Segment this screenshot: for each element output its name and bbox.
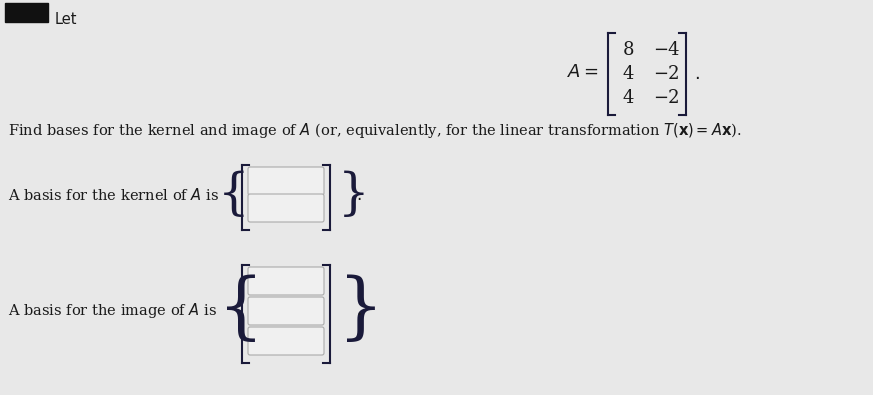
Text: }: } [338, 275, 384, 345]
Text: .: . [356, 301, 361, 319]
Text: 8: 8 [622, 41, 634, 59]
Text: }: } [338, 170, 370, 220]
FancyBboxPatch shape [248, 327, 324, 355]
Text: 4: 4 [622, 89, 634, 107]
FancyBboxPatch shape [248, 297, 324, 325]
Text: A basis for the kernel of $A$ is: A basis for the kernel of $A$ is [8, 187, 219, 203]
Text: {: { [218, 275, 264, 345]
FancyBboxPatch shape [248, 194, 324, 222]
Text: .: . [694, 65, 700, 83]
FancyBboxPatch shape [248, 267, 324, 295]
Text: −2: −2 [653, 65, 679, 83]
Text: .: . [356, 186, 361, 204]
Text: $A=$: $A=$ [567, 63, 599, 81]
Text: A basis for the image of $A$ is: A basis for the image of $A$ is [8, 301, 217, 320]
Text: −4: −4 [653, 41, 679, 59]
Polygon shape [5, 3, 48, 22]
Text: Find bases for the kernel and image of $A$ (or, equivalently, for the linear tra: Find bases for the kernel and image of $… [8, 120, 741, 139]
Text: Let: Let [55, 12, 78, 27]
Text: −2: −2 [653, 89, 679, 107]
FancyBboxPatch shape [248, 167, 324, 195]
Text: {: { [218, 170, 250, 220]
Text: 4: 4 [622, 65, 634, 83]
